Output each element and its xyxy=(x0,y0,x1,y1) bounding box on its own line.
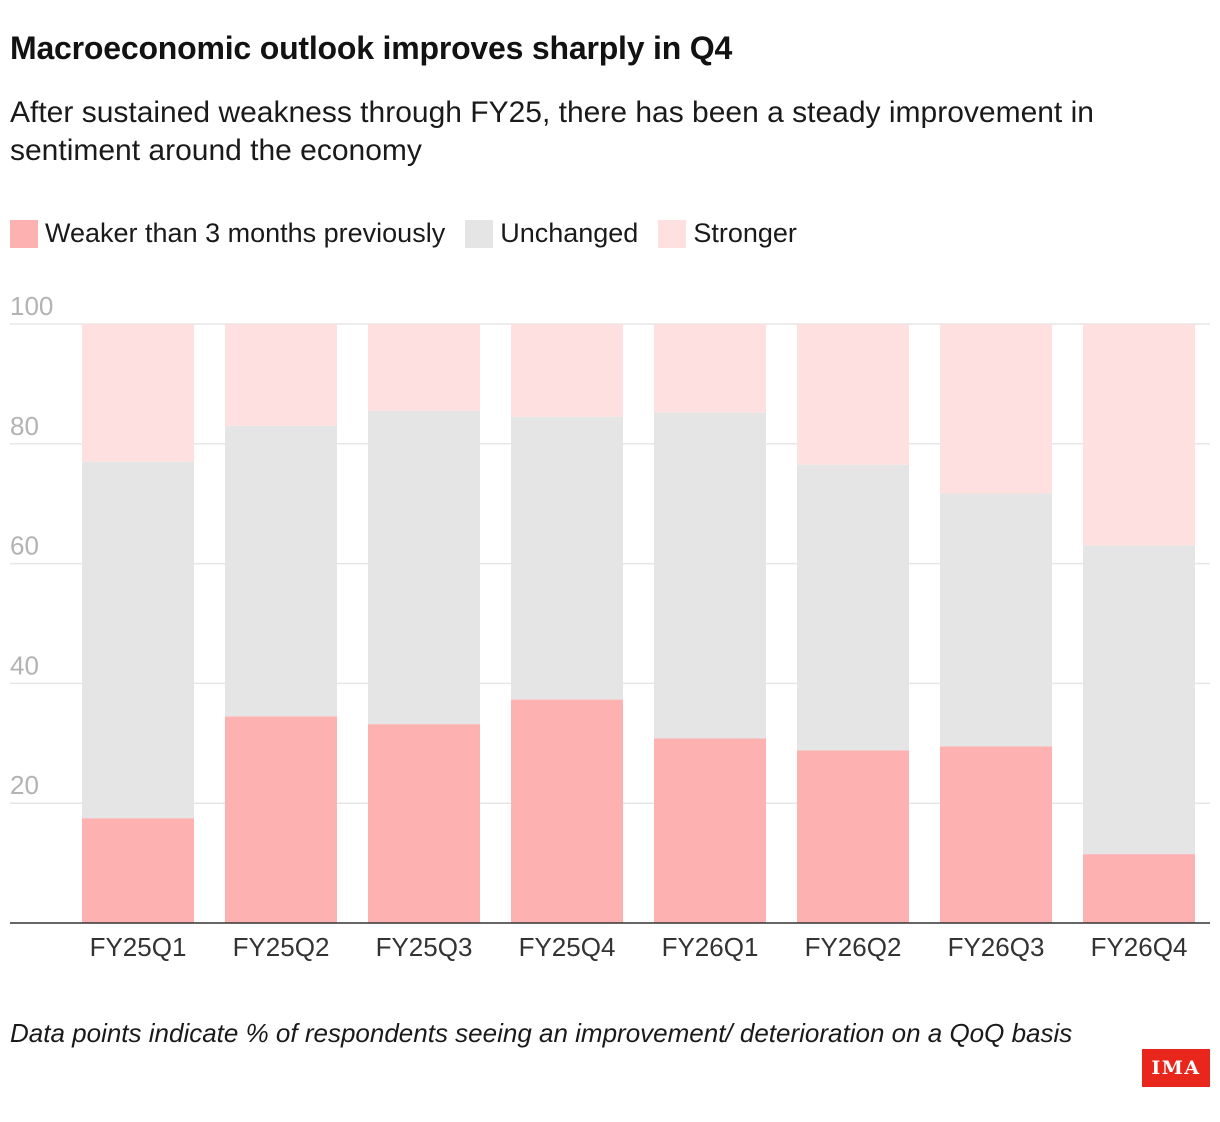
bar-segment-fy26q3-unchanged xyxy=(940,493,1052,747)
legend: Weaker than 3 months previously Unchange… xyxy=(10,218,817,249)
bar-segment-fy26q2-weaker xyxy=(797,750,909,923)
legend-item-weaker: Weaker than 3 months previously xyxy=(10,218,445,249)
bar-segment-fy25q3-weaker xyxy=(368,724,480,923)
ima-logo: IMA xyxy=(1142,1049,1210,1087)
bar-segment-fy25q3-stronger xyxy=(368,324,480,411)
bar-segment-fy26q2-stronger xyxy=(797,324,909,465)
x-tick-label-fy25q1: FY25Q1 xyxy=(90,932,187,962)
y-tick-label-100: 100 xyxy=(10,291,53,321)
bar-segment-fy26q4-weaker xyxy=(1083,854,1195,923)
legend-swatch-weaker xyxy=(10,219,38,248)
bar-segment-fy25q4-stronger xyxy=(511,324,623,417)
x-tick-label-fy25q4: FY25Q4 xyxy=(519,932,616,962)
bar-segment-fy25q2-stronger xyxy=(225,324,337,426)
bar-segment-fy25q1-stronger xyxy=(82,324,194,462)
x-tick-label-fy26q3: FY26Q3 xyxy=(948,932,1045,962)
legend-swatch-stronger xyxy=(658,219,687,248)
bar-segment-fy26q3-weaker xyxy=(940,746,1052,923)
bar-segment-fy25q3-unchanged xyxy=(368,410,480,725)
x-tick-label-fy26q2: FY26Q2 xyxy=(805,932,902,962)
stacked-bar-chart: 20 40 60 80 100 FY25Q1 FY25Q2 FY25Q3 FY25Q4 FY26Q… xyxy=(10,291,1210,962)
bar-segment-fy25q1-weaker xyxy=(82,818,194,923)
bar-segment-fy25q2-weaker xyxy=(225,716,337,923)
y-tick-label-20: 20 xyxy=(10,770,39,800)
bar-segment-fy26q1-unchanged xyxy=(654,412,766,739)
bar-segment-fy25q2-unchanged xyxy=(225,425,337,717)
chart-subtitle: After sustained weakness through FY25, t… xyxy=(10,96,1094,167)
bar-segment-fy26q4-unchanged xyxy=(1083,545,1195,855)
footnote: Data points indicate % of respondents se… xyxy=(10,1018,1073,1048)
y-tick-label-80: 80 xyxy=(10,411,39,441)
y-tick-label-40: 40 xyxy=(10,650,39,680)
legend-swatch-unchanged xyxy=(465,219,494,248)
chart-title: Macroeconomic outlook improves sharply i… xyxy=(10,30,733,66)
bar-segment-fy26q3-stronger xyxy=(940,324,1052,494)
bar-segment-fy26q1-stronger xyxy=(654,324,766,413)
bar-segment-fy25q1-unchanged xyxy=(82,461,194,819)
x-tick-label-fy26q4: FY26Q4 xyxy=(1091,932,1188,962)
x-tick-label-fy25q3: FY25Q3 xyxy=(376,932,473,962)
bar-segment-fy26q1-weaker xyxy=(654,738,766,923)
legend-item-stronger: Stronger xyxy=(658,218,797,249)
y-tick-label-60: 60 xyxy=(10,531,39,561)
legend-label-unchanged: Unchanged xyxy=(500,218,639,248)
bar-segment-fy25q4-unchanged xyxy=(511,416,623,700)
bar-segment-fy25q4-weaker xyxy=(511,699,623,923)
legend-item-unchanged: Unchanged xyxy=(465,218,638,249)
bar-segment-fy26q2-unchanged xyxy=(797,464,909,751)
x-tick-label-fy26q1: FY26Q1 xyxy=(662,932,759,962)
legend-label-stronger: Stronger xyxy=(693,218,797,248)
x-tick-label-fy25q2: FY25Q2 xyxy=(233,932,330,962)
legend-label-weaker: Weaker than 3 months previously xyxy=(45,218,446,248)
bar-segment-fy26q4-stronger xyxy=(1083,324,1195,546)
